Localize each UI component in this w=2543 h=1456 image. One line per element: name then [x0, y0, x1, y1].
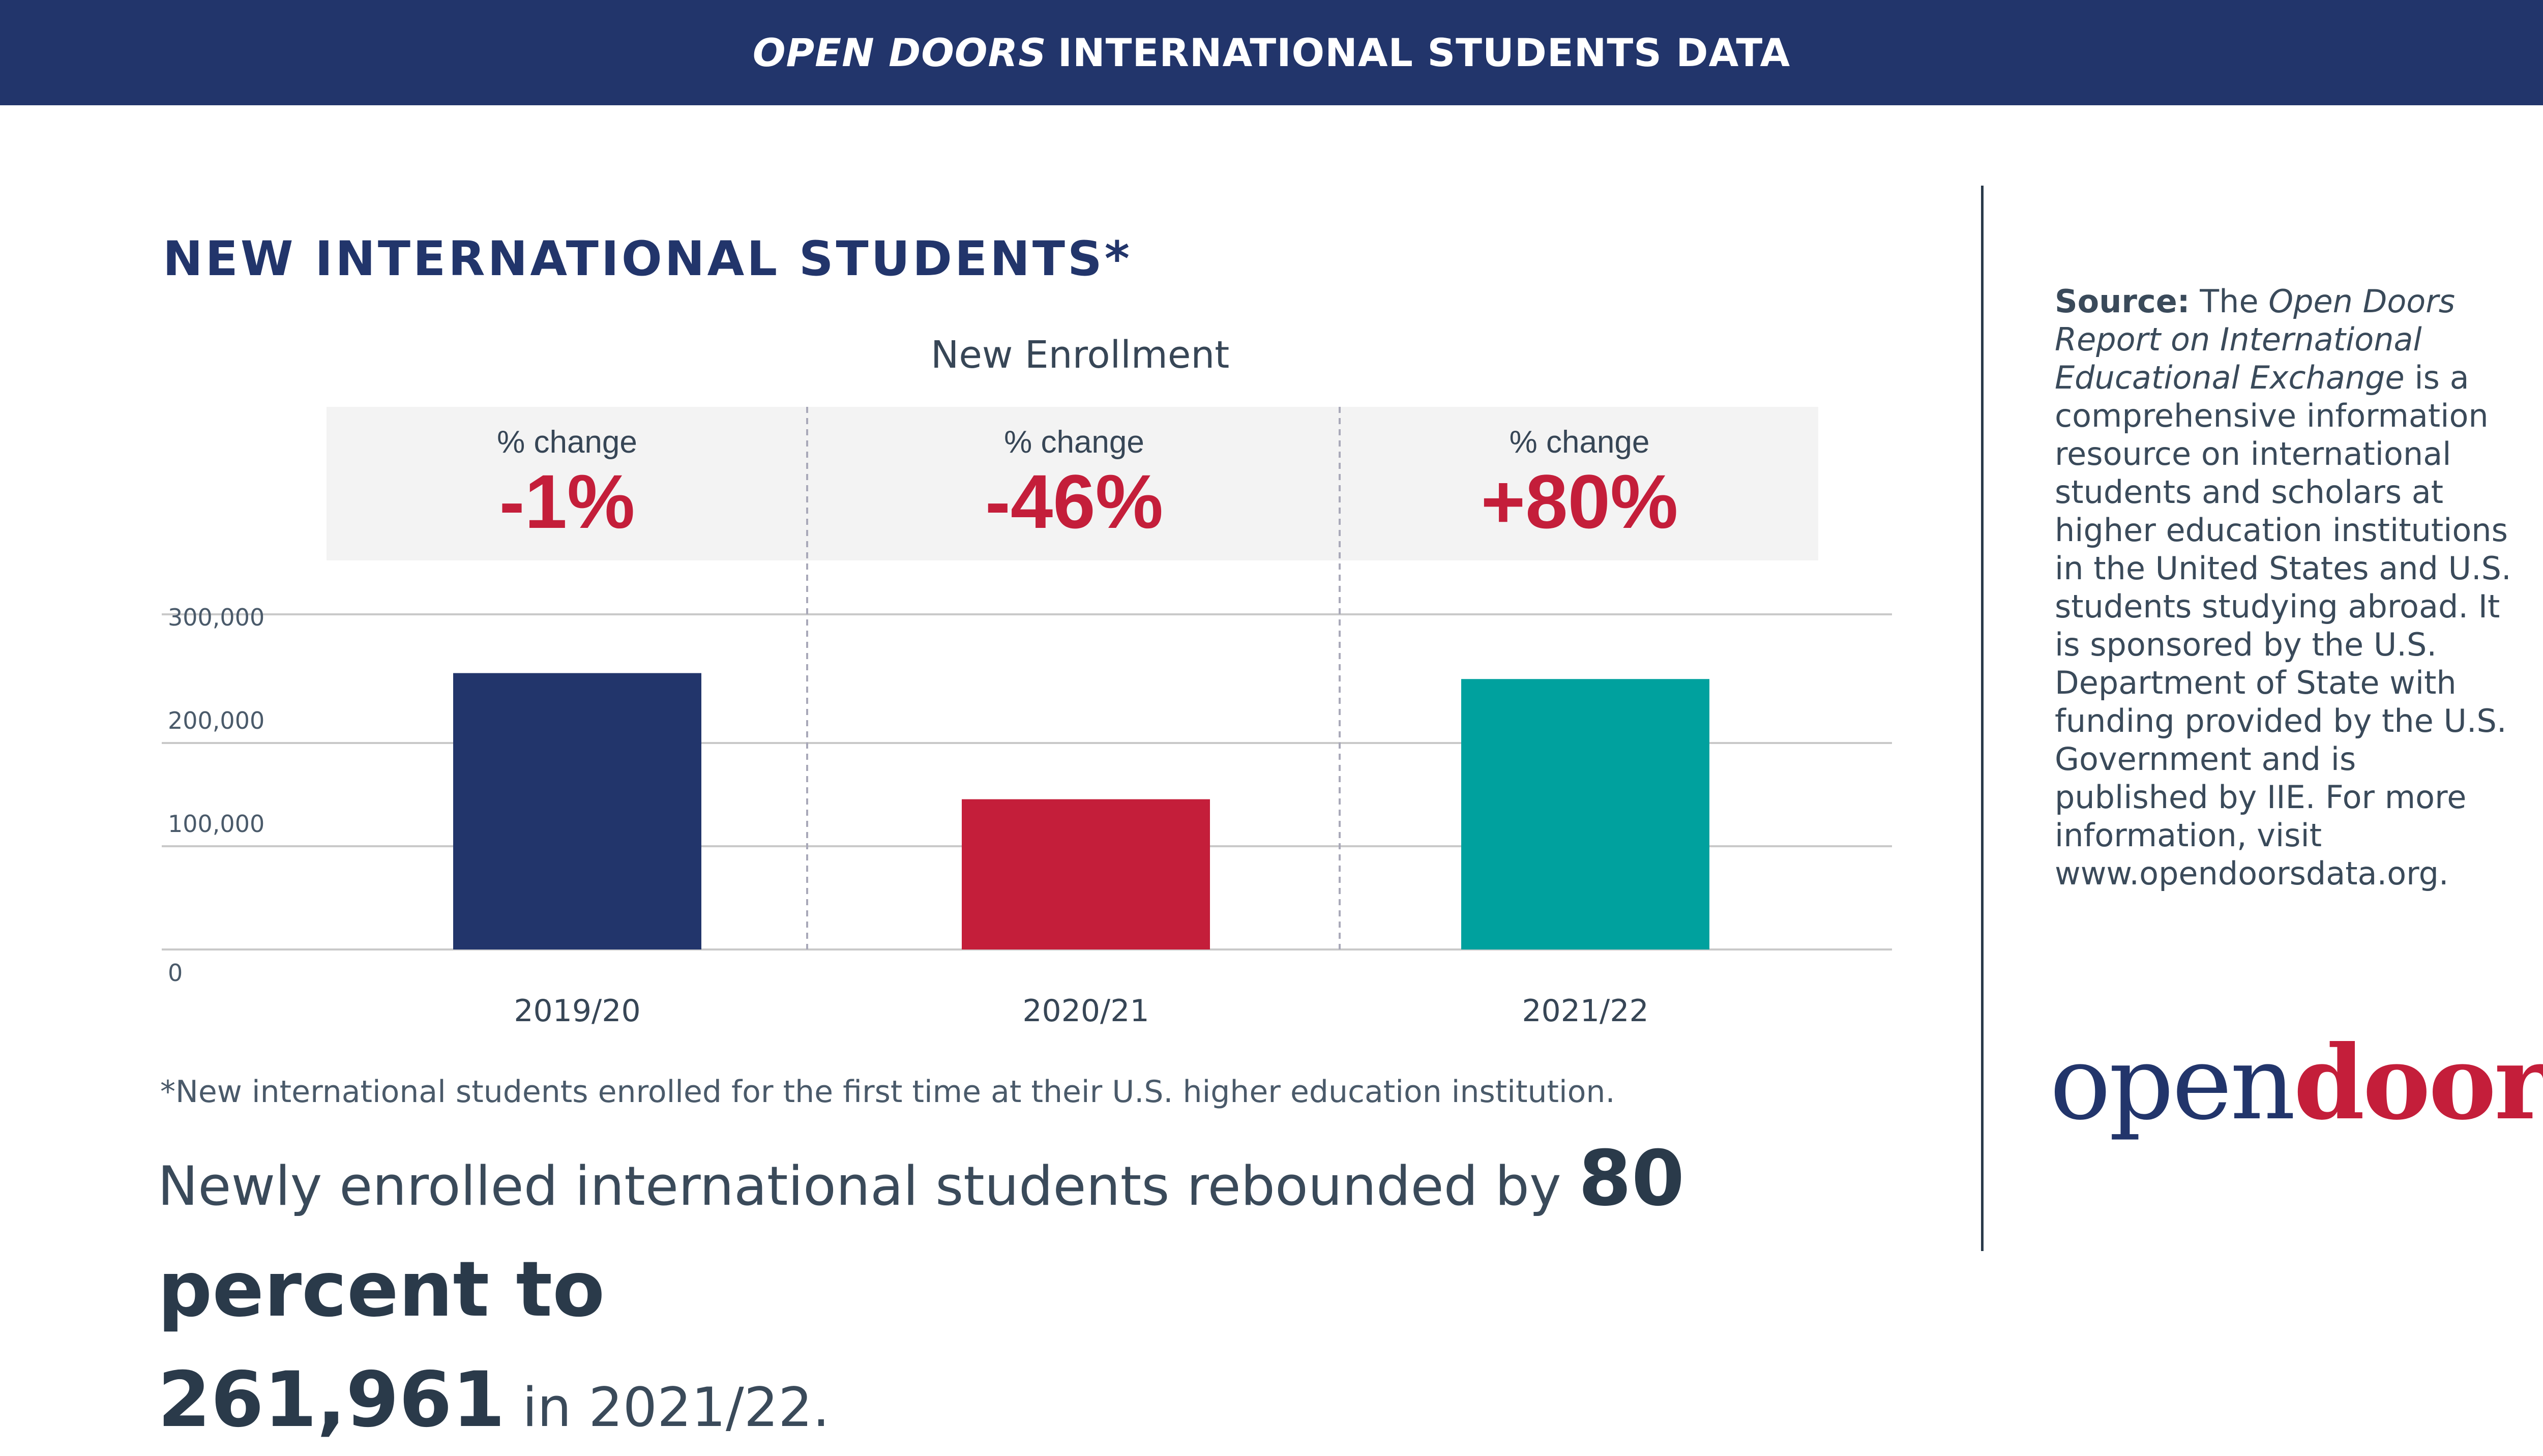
- source-note: Source: The Open Doors Report on Interna…: [2055, 282, 2512, 893]
- section-title: NEW INTERNATIONAL STUDENTS*: [163, 231, 1132, 287]
- percent-change-label-3: % change: [1509, 425, 1650, 460]
- header-title-italic: OPEN DOORS: [752, 30, 1047, 75]
- opendoors-logo: opendoors®: [2050, 1032, 2543, 1135]
- header-title: INTERNATIONAL STUDENTS DATA: [1057, 30, 1791, 75]
- percent-change-value-1: -1%: [499, 459, 635, 544]
- x-tick-label: 2021/22: [1522, 993, 1648, 1029]
- y-tick-label: 300,000: [168, 604, 264, 631]
- headline-bold-2: 261,961: [158, 1356, 506, 1444]
- y-axis-ticks: 0 100,000 200,000 300,000: [168, 604, 264, 987]
- chart-bars: [453, 673, 1709, 949]
- footnote: *New international students enrolled for…: [160, 1074, 1615, 1110]
- logo-doors: doors: [2293, 1023, 2543, 1143]
- x-tick-label: 2020/21: [1022, 993, 1149, 1029]
- x-axis-ticks: 2019/20 2020/21 2021/22: [514, 993, 1648, 1029]
- percent-change-panel: % change -1% % change -46% % change +80%: [327, 407, 1818, 560]
- bar-2021-22: [1461, 679, 1709, 949]
- logo-open: open: [2050, 1024, 2296, 1143]
- y-tick-label: 200,000: [168, 707, 264, 734]
- bar-2020-21: [962, 799, 1210, 949]
- source-text-1: The: [2190, 283, 2269, 320]
- chart-dividers: [806, 407, 1341, 949]
- x-tick-label: 2019/20: [514, 993, 640, 1029]
- percent-change-cell-2: % change -46%: [808, 407, 1341, 560]
- source-label: Source:: [2055, 283, 2190, 320]
- chart-title: New Enrollment: [931, 333, 1230, 377]
- headline-bold-1: 80 percent to: [158, 1135, 1685, 1334]
- percent-change-cell-1: % change -1%: [327, 407, 808, 560]
- percent-change-value-3: +80%: [1481, 459, 1678, 544]
- headline: Newly enrolled international students re…: [158, 1124, 1887, 1456]
- vertical-divider: [1981, 186, 1984, 1251]
- headline-text-1: Newly enrolled international students re…: [158, 1155, 1579, 1217]
- y-tick-label: 100,000: [168, 810, 264, 838]
- percent-change-value-2: -46%: [985, 459, 1164, 544]
- headline-text-2: in 2021/22.: [505, 1376, 830, 1439]
- percent-change-label-1: % change: [497, 425, 637, 460]
- source-text-2: is a comprehensive information resource …: [2055, 359, 2511, 892]
- y-tick-label: 0: [168, 959, 183, 987]
- percent-change-label-2: % change: [1004, 425, 1144, 460]
- percent-change-cell-3: % change +80%: [1341, 407, 1818, 560]
- header-bar: OPEN DOORS INTERNATIONAL STUDENTS DATA: [0, 0, 2543, 105]
- source-report-title: Open Doors Report on International Educa…: [2055, 283, 2455, 396]
- bar-2019-20: [453, 673, 701, 949]
